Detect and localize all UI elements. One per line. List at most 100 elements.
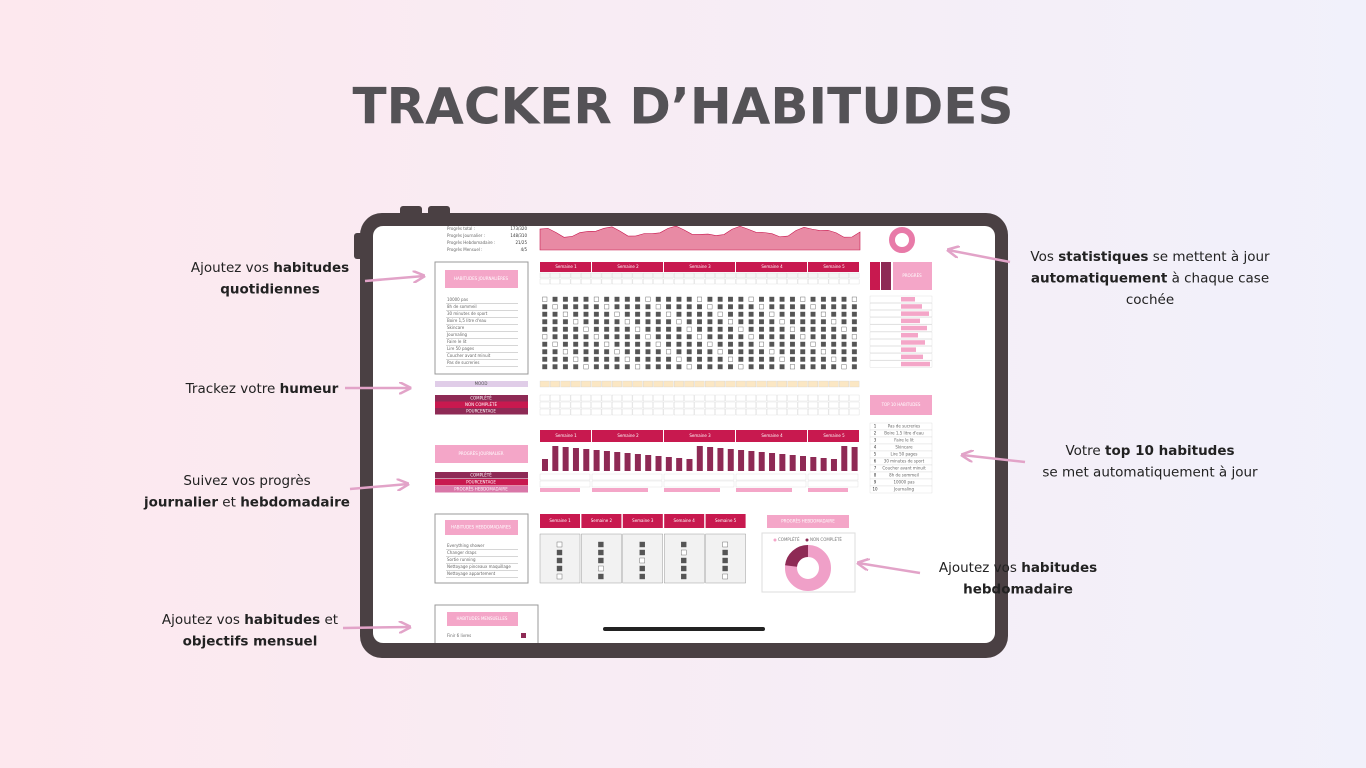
progress-bar — [901, 354, 923, 360]
checkbox — [707, 311, 713, 317]
checkbox — [676, 311, 682, 317]
checkbox — [820, 296, 826, 302]
mood-cell — [766, 380, 777, 388]
progress-row: PROGRÈS HEBDOMADAIRE — [454, 487, 508, 492]
day-cell — [684, 278, 695, 285]
day-cell — [550, 278, 560, 285]
day-cell — [839, 278, 849, 285]
week-header — [664, 514, 705, 528]
day-cell — [694, 278, 705, 285]
week-label: Semaine 5 — [715, 518, 737, 523]
habit: Sortie running — [447, 557, 476, 562]
status-label: NON COMPLÉTÉ — [465, 402, 497, 407]
day-cell — [560, 278, 571, 285]
row — [735, 480, 807, 488]
checkbox — [686, 319, 692, 325]
checkbox — [820, 349, 826, 355]
checkbox — [686, 356, 692, 362]
mood-cell — [735, 380, 746, 388]
stat-cell — [808, 394, 818, 402]
checkbox — [697, 349, 702, 355]
checkbox — [645, 296, 651, 302]
checkbox — [598, 573, 604, 580]
mood-cell — [787, 380, 798, 388]
checkbox — [624, 326, 630, 332]
checkbox — [655, 311, 661, 317]
day-cell — [560, 272, 571, 279]
week-header — [664, 430, 735, 442]
checkbox — [831, 356, 837, 362]
checkbox — [598, 565, 604, 572]
stat-cell — [674, 401, 684, 409]
stat-cell — [735, 401, 746, 409]
checkbox — [820, 304, 826, 310]
stat-cell — [581, 401, 591, 409]
checkbox — [728, 311, 733, 317]
mood-label: MOOD — [475, 381, 488, 386]
week-label: Semaine 2 — [591, 518, 613, 523]
checkbox — [645, 304, 651, 310]
week-label: Semaine 5 — [823, 433, 845, 438]
checkbox — [681, 549, 687, 556]
callout-text: se mettent à jour — [1148, 249, 1270, 265]
checkbox — [604, 326, 610, 332]
checkbox — [552, 304, 558, 310]
bar — [676, 458, 683, 471]
checkbox — [728, 356, 733, 362]
week-header — [736, 262, 807, 272]
stat-cell — [797, 401, 808, 409]
checkbox — [789, 356, 795, 362]
stat-cell — [766, 394, 777, 402]
checkbox — [851, 364, 857, 370]
checkbox — [707, 349, 713, 355]
checkbox — [681, 557, 687, 564]
checkbox — [562, 311, 568, 317]
stat-cell — [570, 408, 581, 416]
checkbox — [717, 341, 723, 347]
rank: 3 — [874, 438, 877, 443]
checkbox — [583, 296, 589, 302]
checkbox — [593, 349, 599, 355]
checkbox — [800, 334, 806, 340]
day-cell — [797, 272, 808, 279]
checkbox — [707, 364, 713, 370]
checkbox — [676, 364, 682, 370]
callout-text: humeur — [280, 381, 339, 397]
checkbox — [831, 319, 837, 325]
callout-line: quotidiennes — [220, 282, 320, 298]
week-header — [592, 430, 663, 442]
day-cell — [818, 278, 829, 285]
checkbox — [717, 304, 723, 310]
checkbox — [717, 356, 723, 362]
bar — [841, 446, 848, 471]
checkbox — [779, 364, 785, 370]
stat-cell — [612, 401, 622, 409]
mood-cell — [828, 380, 839, 388]
checkbox — [645, 341, 651, 347]
bar — [624, 453, 631, 471]
checkbox — [831, 349, 837, 355]
stat-cell — [550, 394, 560, 402]
checkbox — [851, 304, 857, 310]
stat-cell — [643, 401, 653, 409]
checkbox — [697, 319, 702, 325]
stat-cell — [725, 408, 736, 416]
checkbox — [645, 326, 651, 332]
callout-text: Ajoutez vos — [162, 612, 244, 628]
title: TRACKER D’HABITUDES — [353, 78, 1014, 136]
checkbox — [810, 319, 816, 325]
stat-cell — [777, 394, 788, 402]
stat-cell — [560, 401, 571, 409]
checkbox — [831, 341, 837, 347]
checkbox — [635, 349, 641, 355]
checkbox — [779, 341, 785, 347]
callout-text: cochée — [1126, 292, 1174, 308]
stat-cell — [808, 408, 818, 416]
checkbox — [635, 356, 641, 362]
bar — [583, 449, 590, 471]
callout-line: objectifs mensuel — [183, 634, 318, 650]
stat-cell — [756, 394, 767, 402]
stat-cell — [560, 394, 571, 402]
habit: Finir 6 livres — [447, 633, 471, 638]
progress-bar — [540, 488, 580, 492]
